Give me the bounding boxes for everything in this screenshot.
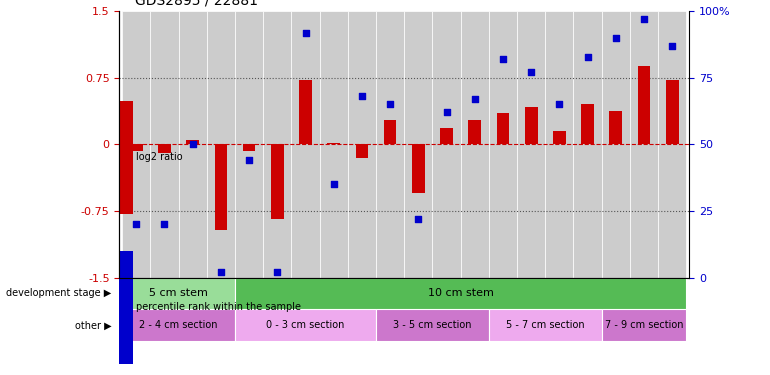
FancyBboxPatch shape <box>320 11 348 278</box>
Bar <box>235 309 376 341</box>
Point <box>327 182 340 188</box>
Point <box>384 101 397 107</box>
Point <box>300 30 312 36</box>
FancyBboxPatch shape <box>376 11 404 278</box>
Bar <box>638 66 651 144</box>
Bar <box>601 309 686 341</box>
Text: 5 - 7 cm section: 5 - 7 cm section <box>506 320 584 330</box>
Bar <box>186 140 199 144</box>
FancyBboxPatch shape <box>150 11 179 278</box>
FancyBboxPatch shape <box>263 11 291 278</box>
FancyBboxPatch shape <box>433 11 460 278</box>
Bar <box>581 104 594 144</box>
FancyBboxPatch shape <box>460 11 489 278</box>
Bar <box>300 81 312 144</box>
Text: development stage ▶: development stage ▶ <box>6 288 112 298</box>
Text: percentile rank within the sample: percentile rank within the sample <box>136 303 301 312</box>
Bar <box>610 111 622 144</box>
Point <box>271 269 283 275</box>
Text: 0 - 3 cm section: 0 - 3 cm section <box>266 320 345 330</box>
Bar <box>412 144 425 193</box>
FancyBboxPatch shape <box>404 11 433 278</box>
Bar <box>271 144 283 219</box>
Point <box>469 96 481 102</box>
Text: 7 - 9 cm section: 7 - 9 cm section <box>604 320 683 330</box>
Bar <box>215 144 227 230</box>
Bar <box>122 278 235 309</box>
Point <box>525 69 537 75</box>
Point <box>610 35 622 41</box>
Bar <box>440 128 453 144</box>
FancyBboxPatch shape <box>122 11 150 278</box>
Bar <box>130 144 142 151</box>
Point <box>243 158 256 164</box>
Point <box>159 221 171 227</box>
FancyBboxPatch shape <box>179 11 207 278</box>
FancyBboxPatch shape <box>545 11 574 278</box>
Bar <box>525 107 537 144</box>
FancyBboxPatch shape <box>601 11 630 278</box>
FancyBboxPatch shape <box>235 11 263 278</box>
Bar <box>489 309 601 341</box>
Bar <box>243 144 256 152</box>
Bar <box>235 278 686 309</box>
FancyBboxPatch shape <box>574 11 601 278</box>
Bar <box>356 144 368 158</box>
Point <box>215 269 227 275</box>
Bar <box>376 309 489 341</box>
Bar <box>119 251 133 364</box>
Point <box>412 216 424 222</box>
FancyBboxPatch shape <box>207 11 235 278</box>
Text: other ▶: other ▶ <box>75 320 112 330</box>
Bar <box>468 120 481 144</box>
Text: 10 cm stem: 10 cm stem <box>427 288 494 298</box>
Bar <box>553 131 566 144</box>
Point <box>553 101 565 107</box>
Point <box>497 56 509 62</box>
Point <box>638 16 650 22</box>
Text: 5 cm stem: 5 cm stem <box>149 288 208 298</box>
FancyBboxPatch shape <box>517 11 545 278</box>
Point <box>440 110 453 116</box>
FancyBboxPatch shape <box>291 11 320 278</box>
Point <box>186 141 199 147</box>
Point <box>581 54 594 60</box>
FancyBboxPatch shape <box>348 11 376 278</box>
Bar <box>158 144 171 153</box>
FancyBboxPatch shape <box>630 11 658 278</box>
Text: log2 ratio: log2 ratio <box>136 153 183 162</box>
Point <box>356 93 368 99</box>
FancyBboxPatch shape <box>489 11 517 278</box>
Text: GDS2895 / 22881: GDS2895 / 22881 <box>135 0 258 8</box>
Bar <box>383 120 397 144</box>
Bar <box>327 142 340 144</box>
FancyBboxPatch shape <box>658 11 686 278</box>
Text: 2 - 4 cm section: 2 - 4 cm section <box>139 320 218 330</box>
Text: 3 - 5 cm section: 3 - 5 cm section <box>393 320 472 330</box>
Point <box>666 43 678 49</box>
Point <box>130 221 142 227</box>
Bar <box>119 101 133 214</box>
Bar <box>497 113 509 144</box>
Bar <box>666 81 678 144</box>
Bar <box>122 309 235 341</box>
